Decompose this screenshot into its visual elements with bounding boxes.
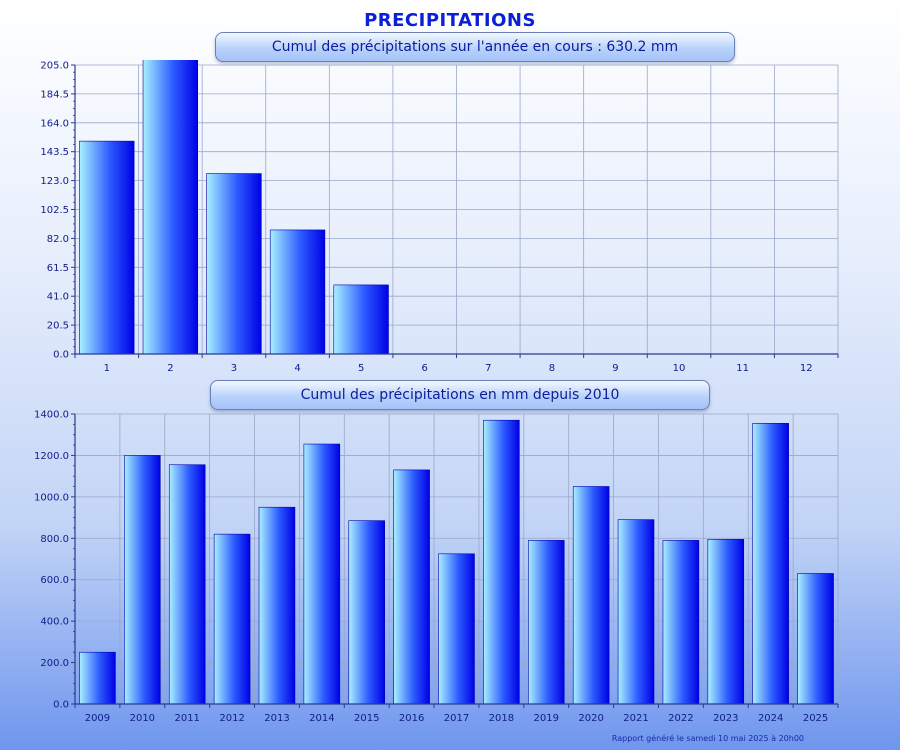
x-tick-label: 2023 xyxy=(713,713,738,724)
bar-2011 xyxy=(168,464,206,705)
x-tick-label: 4 xyxy=(294,363,300,374)
x-tick-label: 5 xyxy=(358,363,364,374)
y-tick-label: 200.0 xyxy=(40,658,69,669)
x-tick-label: 6 xyxy=(422,363,428,374)
bar-2022 xyxy=(662,540,700,705)
x-tick-label: 2018 xyxy=(489,713,514,724)
bar-2016 xyxy=(393,469,430,705)
x-tick-label: 2013 xyxy=(264,713,289,724)
bar-2025 xyxy=(797,573,834,705)
x-tick-label: 2022 xyxy=(668,713,693,724)
x-tick-label: 9 xyxy=(612,363,618,374)
x-tick-label: 2011 xyxy=(174,713,199,724)
y-tick-label: 800.0 xyxy=(40,534,69,545)
x-tick-label: 8 xyxy=(549,363,555,374)
x-tick-label: 2010 xyxy=(130,713,155,724)
y-tick-label: 0.0 xyxy=(53,350,69,361)
bar-3 xyxy=(206,173,262,355)
x-tick-label: 2020 xyxy=(578,713,603,724)
x-tick-label: 2009 xyxy=(85,713,110,724)
x-tick-label: 2012 xyxy=(219,713,244,724)
y-tick-label: 1000.0 xyxy=(34,492,69,503)
bar-5 xyxy=(333,284,389,355)
bar-2015 xyxy=(348,520,385,705)
x-tick-label: 2 xyxy=(167,363,173,374)
bar-2024 xyxy=(752,423,789,705)
chart-1-title-banner: Cumul des précipitations sur l'année en … xyxy=(215,32,735,62)
bar-4 xyxy=(269,229,326,355)
y-tick-label: 205.0 xyxy=(40,61,69,72)
x-tick-label: 7 xyxy=(485,363,491,374)
x-tick-label: 2015 xyxy=(354,713,379,724)
y-tick-label: 1200.0 xyxy=(34,451,69,462)
y-tick-label: 0.0 xyxy=(53,700,69,711)
y-tick-label: 1400.0 xyxy=(34,410,69,421)
bar-2021 xyxy=(617,519,655,705)
yearly-precipitation-chart: 0.0 200.0 400.0 600.0 800.0 1000.0 1200.0 1400.… xyxy=(34,410,839,724)
y-tick-label: 82.0 xyxy=(47,234,69,245)
x-tick-label: 11 xyxy=(736,363,749,374)
bar-2009 xyxy=(79,651,116,705)
y-tick-label: 600.0 xyxy=(40,575,69,586)
y-tick-label: 41.0 xyxy=(47,292,69,303)
x-tick-label: 2017 xyxy=(444,713,469,724)
report-footer: Rapport généré le samedi 10 mai 2025 à 2… xyxy=(611,734,804,743)
x-tick-label: 2016 xyxy=(399,713,424,724)
x-tick-label: 2025 xyxy=(803,713,828,724)
page-title: PRECIPITATIONS xyxy=(364,10,536,31)
x-tick-label: 1 xyxy=(104,363,110,374)
bar-2 xyxy=(142,60,199,355)
x-tick-label: 10 xyxy=(673,363,686,374)
x-tick-label: 12 xyxy=(800,363,813,374)
x-tick-label: 2019 xyxy=(534,713,559,724)
x-tick-label: 2024 xyxy=(758,713,783,724)
bar-2013 xyxy=(258,506,296,705)
y-tick-label: 123.0 xyxy=(40,176,69,187)
bar-2020 xyxy=(572,486,610,705)
bar-2023 xyxy=(707,539,745,705)
bar-2017 xyxy=(438,553,475,705)
y-tick-label: 164.0 xyxy=(40,118,69,129)
chart-2-title-banner: Cumul des précipitations en mm depuis 20… xyxy=(210,380,710,410)
y-tick-label: 20.5 xyxy=(47,321,69,332)
chart-2-title: Cumul des précipitations en mm depuis 20… xyxy=(300,387,620,403)
y-tick-label: 400.0 xyxy=(40,617,69,628)
bar-2019 xyxy=(528,540,565,705)
x-tick-label: 3 xyxy=(231,363,237,374)
bar-2014 xyxy=(303,443,341,705)
x-tick-label: 2014 xyxy=(309,713,334,724)
y-tick-label: 102.5 xyxy=(40,205,69,216)
y-tick-label: 143.5 xyxy=(40,147,69,158)
bar-2012 xyxy=(213,533,251,705)
y-tick-label: 184.5 xyxy=(40,89,69,100)
bar-1 xyxy=(79,140,135,355)
x-tick-label: 2021 xyxy=(623,713,648,724)
bar-2010 xyxy=(124,455,161,705)
monthly-precipitation-chart: 0.0 20.5 41.0 61.5 82.0 102.5 123.0 143.5 164.0 1… xyxy=(40,60,839,374)
bar-2018 xyxy=(483,419,520,705)
y-tick-label: 61.5 xyxy=(47,263,69,274)
chart-1-title: Cumul des précipitations sur l'année en … xyxy=(271,39,679,55)
